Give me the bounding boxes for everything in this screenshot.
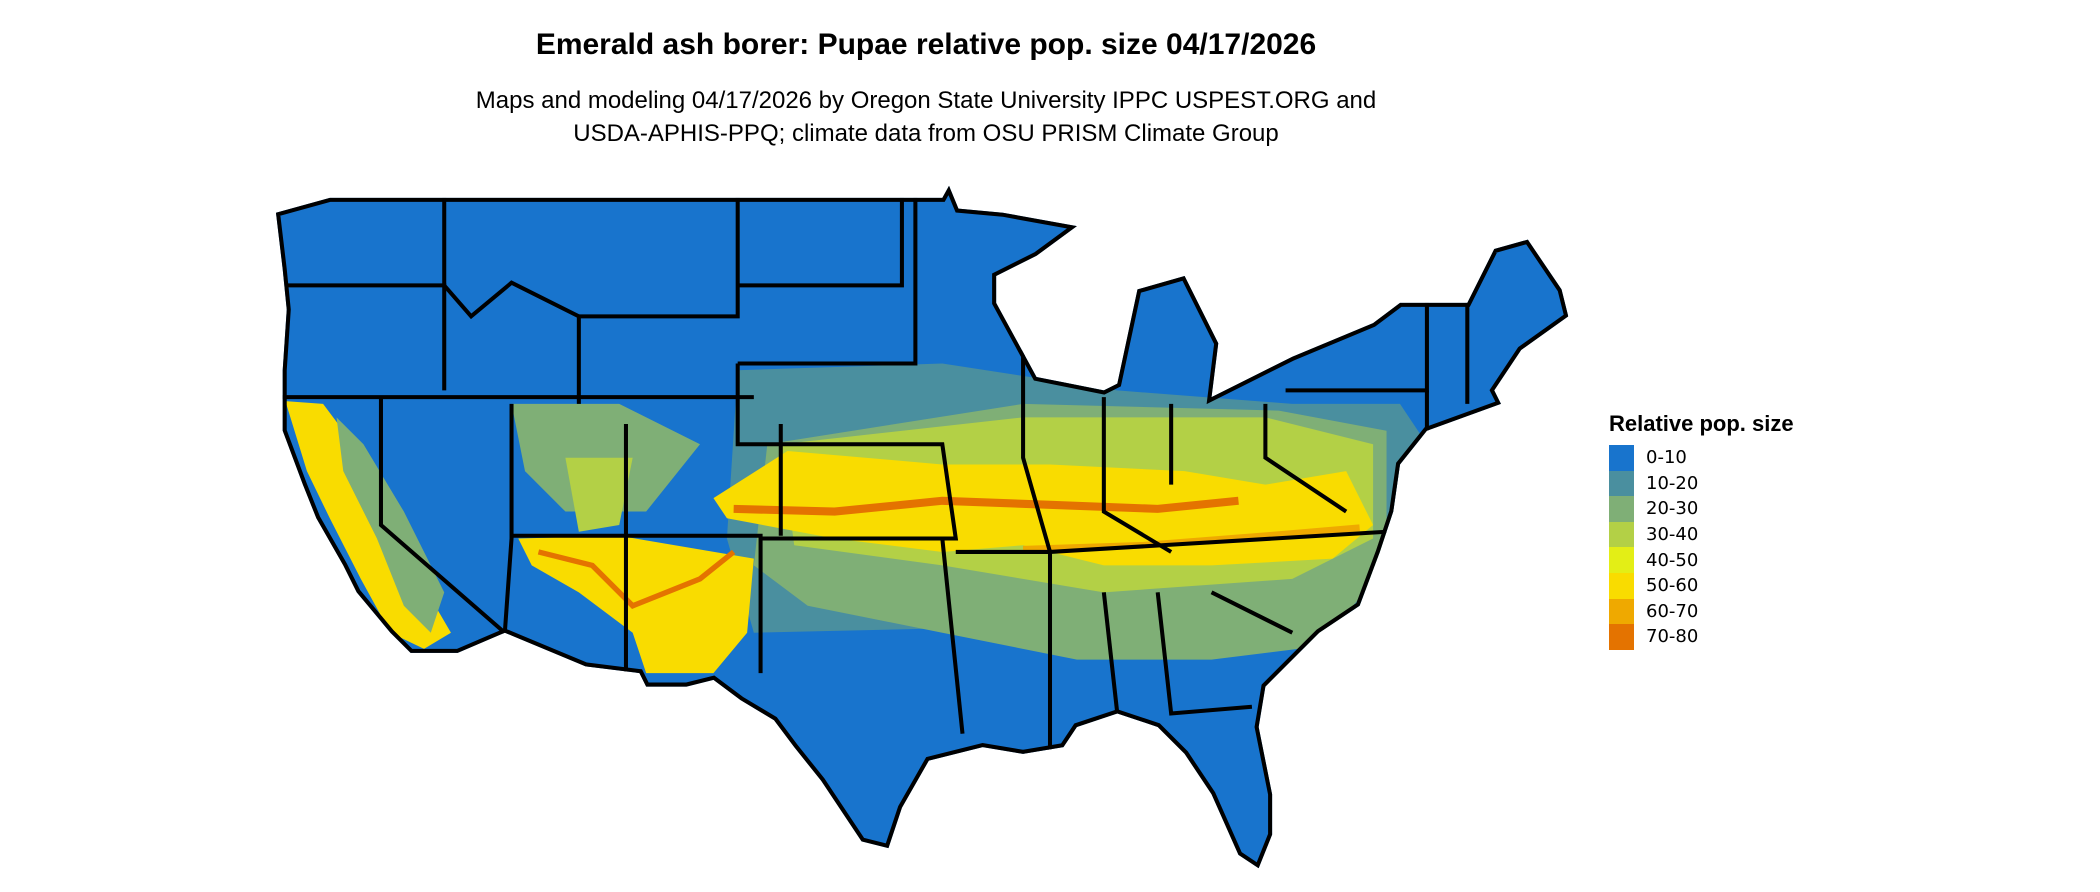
legend-title: Relative pop. size [1609,411,1794,436]
legend-item: 10-20 [1609,470,1794,497]
legend-swatch [1609,572,1634,599]
legend-item: 60-70 [1609,598,1794,625]
legend-swatch [1609,470,1634,497]
legend-label: 30-40 [1646,524,1699,546]
subtitle-line-1: Maps and modeling 04/17/2026 by Oregon S… [475,87,1377,114]
legend-label: 40-50 [1646,549,1699,571]
legend-label: 20-30 [1646,498,1699,520]
legend-label: 60-70 [1646,600,1699,622]
state-borders [276,186,1568,869]
map-subtitle: Maps and modeling 04/17/2026 by Oregon S… [0,84,1852,150]
legend-item: 0-10 [1609,445,1794,471]
legend-label: 50-60 [1646,575,1699,597]
map-title: Emerald ash borer: Pupae relative pop. s… [535,28,1317,61]
zone-70-80 [733,496,1239,516]
legend-swatch [1609,496,1634,522]
subtitle-line-2: USDA-APHIS-PPQ; climate data from OSU PR… [573,120,1279,147]
legend-swatch [1609,445,1634,471]
legend-label: 70-80 [1646,626,1699,648]
legend-label: 10-20 [1646,472,1699,494]
legend-item: 50-60 [1609,572,1794,599]
legend-swatch [1609,624,1634,650]
legend-item: 70-80 [1609,624,1794,650]
legend-item: 30-40 [1609,521,1794,548]
legend-item: 20-30 [1609,496,1794,522]
legend-swatch [1609,521,1634,548]
legend-item: 40-50 [1609,547,1794,573]
legend-swatch [1609,547,1634,573]
legend-swatch [1609,598,1634,625]
legend-label: 0-10 [1646,447,1687,469]
legend: Relative pop. size 0-10 10-20 20-30 30-40 40… [1609,411,1794,650]
